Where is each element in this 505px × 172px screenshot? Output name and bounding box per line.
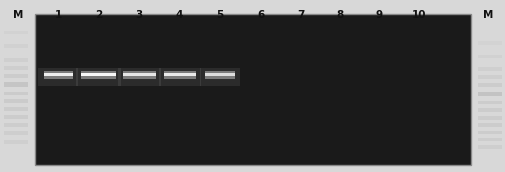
Bar	[4, 131, 28, 135]
Bar	[477, 108, 501, 112]
Bar	[4, 107, 28, 111]
Bar	[4, 99, 28, 103]
Text: M: M	[13, 10, 23, 20]
Text: 10: 10	[411, 10, 425, 20]
Bar	[477, 55, 501, 58]
Bar	[4, 66, 28, 70]
Text: 6: 6	[257, 10, 264, 20]
Bar	[4, 123, 28, 127]
Bar	[43, 71, 73, 79]
Text: 4: 4	[176, 10, 183, 20]
Bar	[477, 131, 501, 134]
Bar	[477, 92, 501, 96]
Text: M: M	[482, 10, 492, 20]
Bar	[4, 140, 28, 144]
Bar	[4, 74, 28, 78]
Text: 3: 3	[135, 10, 142, 20]
Bar	[477, 101, 501, 104]
Bar	[205, 71, 235, 79]
Text: 8: 8	[336, 10, 343, 20]
Bar	[477, 145, 501, 149]
Bar	[122, 73, 156, 76]
Bar	[122, 71, 156, 79]
Bar	[4, 92, 28, 95]
Bar	[477, 41, 501, 45]
Text: 5: 5	[216, 10, 223, 20]
Bar	[38, 68, 78, 86]
Bar	[477, 138, 501, 141]
Text: 7: 7	[297, 10, 304, 20]
Bar	[81, 73, 116, 76]
Text: 1: 1	[55, 10, 62, 20]
Bar	[477, 75, 501, 79]
Bar	[477, 67, 501, 71]
Bar	[43, 73, 73, 76]
Bar	[4, 58, 28, 62]
Text: 9: 9	[375, 10, 382, 20]
Bar	[4, 82, 28, 87]
Bar	[164, 71, 195, 79]
Bar	[117, 68, 161, 86]
Bar	[35, 14, 470, 165]
Bar	[477, 116, 501, 120]
Bar	[4, 115, 28, 119]
Bar	[199, 68, 240, 86]
Bar	[205, 73, 235, 76]
Bar	[4, 44, 28, 48]
Bar	[4, 31, 28, 34]
Bar	[164, 73, 195, 76]
Bar	[477, 123, 501, 127]
Bar	[477, 83, 501, 87]
Bar	[81, 71, 116, 79]
Text: 2: 2	[95, 10, 102, 20]
Bar	[76, 68, 121, 86]
Bar	[159, 68, 200, 86]
